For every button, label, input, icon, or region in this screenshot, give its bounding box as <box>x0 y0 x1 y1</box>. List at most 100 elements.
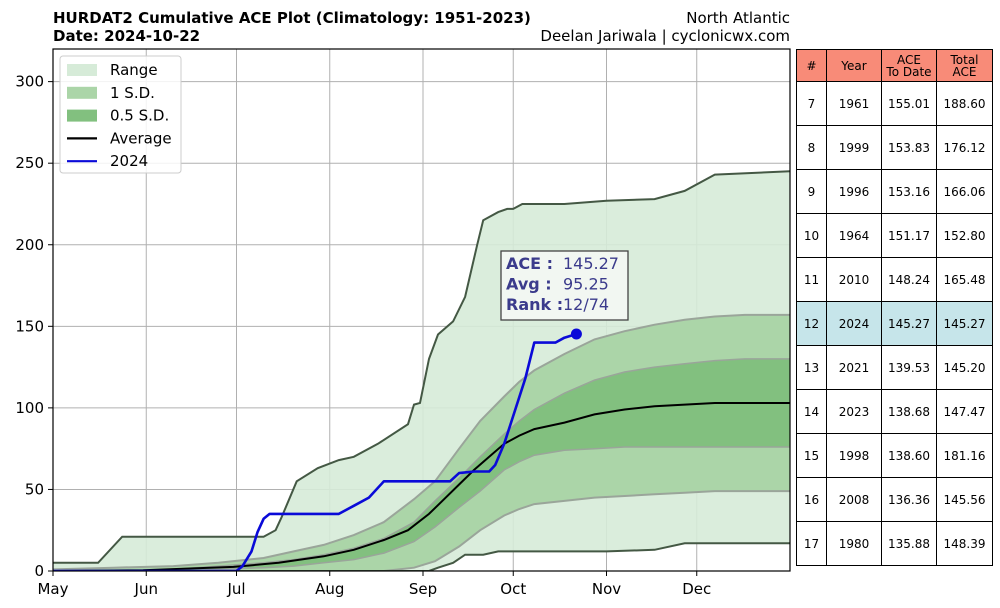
table-row: 17 1980 135.88 148.39 <box>796 521 993 566</box>
range-upper-edge <box>53 170 790 564</box>
col-header-total-ace: Total ACE <box>936 49 993 82</box>
cell-total-ace: 145.20 <box>936 345 993 390</box>
cell-year: 2024 <box>826 301 882 346</box>
cell-total-ace: 147.47 <box>936 389 993 434</box>
legend-label-1-s-d: 1 S.D. <box>110 84 155 102</box>
cell-ace-to-date: 139.53 <box>881 345 937 390</box>
cell-year: 2008 <box>826 477 882 522</box>
table-row: 10 1964 151.17 152.80 <box>796 213 993 258</box>
cell-ace-to-date: 155.01 <box>881 81 937 126</box>
cell-year: 2010 <box>826 257 882 302</box>
y-tick-label-300: 300 <box>15 73 44 91</box>
x-tick-label-jul: Jul <box>226 580 245 598</box>
range-lower-edge <box>53 542 790 571</box>
cell-rank: 17 <box>796 521 827 566</box>
cell-ace-to-date: 153.83 <box>881 125 937 170</box>
annotation-avg-value: 95.25 <box>563 275 609 294</box>
sd1-upper-edge <box>53 313 790 571</box>
col-header-year: Year <box>826 49 882 82</box>
table-row: 11 2010 148.24 165.48 <box>796 257 993 302</box>
cell-ace-to-date: 148.24 <box>881 257 937 302</box>
annotation-ace-value: 145.27 <box>563 254 619 273</box>
current-season-line <box>53 332 577 571</box>
cell-rank: 9 <box>796 169 827 214</box>
col-header-ace-to-date: ACE To Date <box>881 49 937 82</box>
cell-total-ace: 152.80 <box>936 213 993 258</box>
ranking-table: # Year ACE To Date Total ACE 7 1961 155.01 188.6… <box>796 49 993 566</box>
legend-swatch-range <box>67 64 97 76</box>
legend-label-range: Range <box>110 61 158 79</box>
cell-total-ace: 165.48 <box>936 257 993 302</box>
table-row: 15 1998 138.60 181.16 <box>796 433 993 478</box>
legend-label-average: Average <box>110 129 172 147</box>
cell-year: 1961 <box>826 81 882 126</box>
annotation-ace-label: ACE : <box>506 254 553 273</box>
cell-rank: 10 <box>796 213 827 258</box>
cell-rank: 15 <box>796 433 827 478</box>
sd1-lower-edge <box>53 490 790 571</box>
average-line <box>53 402 790 571</box>
cell-year: 1980 <box>826 521 882 566</box>
cell-year: 1996 <box>826 169 882 214</box>
cell-ace-to-date: 138.60 <box>881 433 937 478</box>
x-tick-label-nov: Nov <box>592 580 621 598</box>
legend-swatch-1-s-d <box>67 86 97 99</box>
sd05-lower-edge <box>53 446 790 571</box>
cell-ace-to-date: 153.16 <box>881 169 937 214</box>
cell-rank: 16 <box>796 477 827 522</box>
cell-rank: 7 <box>796 81 827 126</box>
table-row: 9 1996 153.16 166.06 <box>796 169 993 214</box>
cell-rank: 8 <box>796 125 827 170</box>
cell-rank: 12 <box>796 301 827 346</box>
chart-date: Date: 2024-10-22 <box>53 27 201 45</box>
y-tick-label-250: 250 <box>15 154 44 172</box>
cell-total-ace: 188.60 <box>936 81 993 126</box>
table-row: 12 2024 145.27 145.27 <box>796 301 993 346</box>
current-season-marker <box>570 328 582 340</box>
y-tick-label-50: 50 <box>25 480 44 498</box>
y-tick-label-150: 150 <box>15 317 44 335</box>
col-header-rank: # <box>796 49 827 82</box>
legend-label-0-5-s-d: 0.5 S.D. <box>110 107 169 125</box>
cell-ace-to-date: 151.17 <box>881 213 937 258</box>
sd05-upper-edge <box>53 358 790 571</box>
cell-total-ace: 166.06 <box>936 169 993 214</box>
y-tick-label-100: 100 <box>15 399 44 417</box>
cell-year: 2023 <box>826 389 882 434</box>
legend: Range 1 S.D. 0.5 S.D. Average 2024 <box>59 55 182 174</box>
plot-frame <box>52 48 791 572</box>
table-row: 16 2008 136.36 145.56 <box>796 477 993 522</box>
basin-label: North Atlantic <box>686 9 790 27</box>
chart-title: HURDAT2 Cumulative ACE Plot (Climatology… <box>53 9 531 27</box>
cell-total-ace: 148.39 <box>936 521 993 566</box>
cell-total-ace: 145.56 <box>936 477 993 522</box>
legend-box <box>59 55 182 174</box>
x-tick-label-jun: Jun <box>134 580 158 598</box>
cell-rank: 14 <box>796 389 827 434</box>
cell-total-ace: 181.16 <box>936 433 993 478</box>
x-tick-label-dec: Dec <box>682 580 711 598</box>
cell-rank: 13 <box>796 345 827 390</box>
cell-total-ace: 176.12 <box>936 125 993 170</box>
table-row: 13 2021 139.53 145.20 <box>796 345 993 390</box>
table-row: 8 1999 153.83 176.12 <box>796 125 993 170</box>
annotation-avg-label: Avg : <box>506 275 552 294</box>
cell-total-ace: 145.27 <box>936 301 993 346</box>
table-header-row: # Year ACE To Date Total ACE <box>796 49 993 82</box>
annotation-box <box>500 250 629 321</box>
annotation-rank-label: Rank : <box>506 295 563 314</box>
table-body: 7 1961 155.01 188.60 8 1999 153.83 176.12 9 1996 1… <box>796 81 993 566</box>
cell-year: 1998 <box>826 433 882 478</box>
cell-ace-to-date: 145.27 <box>881 301 937 346</box>
x-tick-label-oct: Oct <box>500 580 526 598</box>
y-tick-label-0: 0 <box>34 562 44 580</box>
credit-label: Deelan Jariwala | cyclonicwx.com <box>540 27 790 45</box>
cell-ace-to-date: 136.36 <box>881 477 937 522</box>
legend-swatch-0-5-s-d <box>67 109 97 122</box>
cell-year: 1964 <box>826 213 882 258</box>
y-tick-label-200: 200 <box>15 236 44 254</box>
cell-rank: 11 <box>796 257 827 302</box>
table-row: 7 1961 155.01 188.60 <box>796 81 993 126</box>
legend-label-2024: 2024 <box>110 152 148 170</box>
